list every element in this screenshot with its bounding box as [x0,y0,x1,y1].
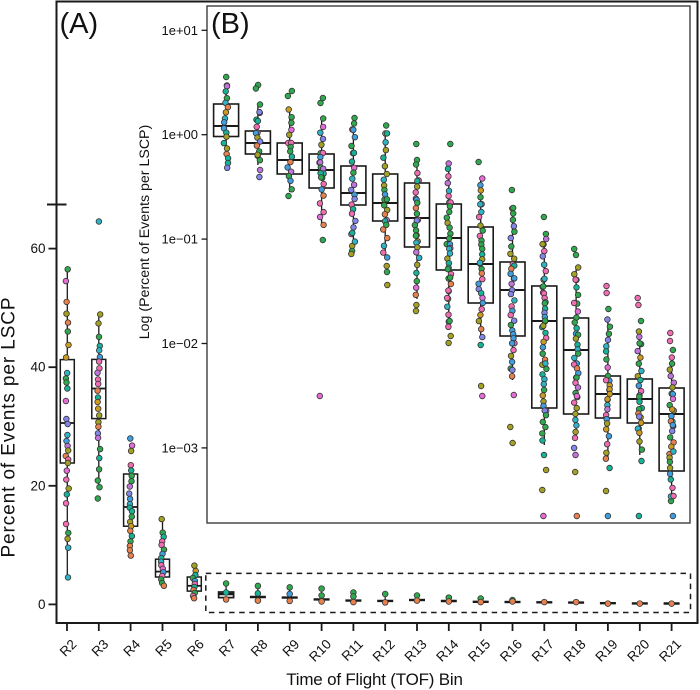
svg-text:0: 0 [38,597,46,612]
svg-text:Log (Percent of Events per LSC: Log (Percent of Events per LSCP) [137,125,153,340]
svg-text:20: 20 [30,478,45,493]
svg-text:1e−02: 1e−02 [161,336,198,351]
svg-text:60: 60 [30,241,45,256]
svg-text:1e−03: 1e−03 [161,440,198,455]
svg-text:Time of Flight (TOF) Bin: Time of Flight (TOF) Bin [286,670,463,689]
svg-text:(A): (A) [60,8,99,40]
svg-text:(B): (B) [211,8,250,40]
svg-text:1e+01: 1e+01 [161,23,198,38]
svg-text:Percent of Events per LSCP: Percent of Events per LSCP [0,296,20,557]
svg-text:1e−01: 1e−01 [161,232,198,247]
svg-text:1e+00: 1e+00 [161,127,198,142]
svg-text:40: 40 [30,360,45,375]
